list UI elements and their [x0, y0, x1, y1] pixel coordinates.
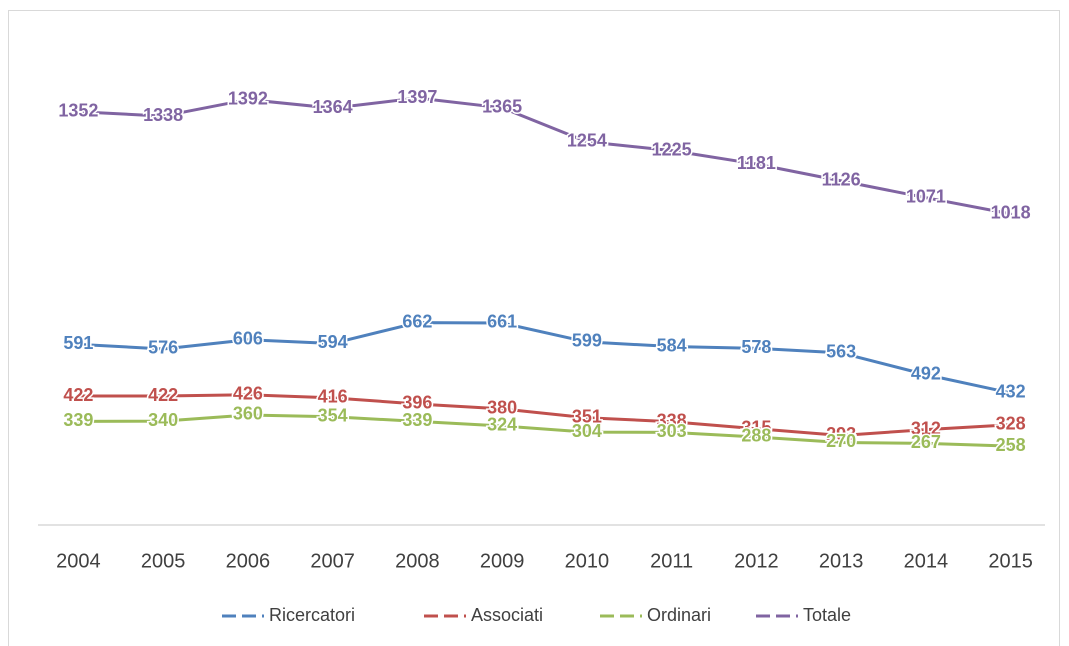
legend-item: Ricercatori: [222, 605, 355, 625]
x-tick-label: 2011: [650, 550, 693, 572]
x-tick-label: 2006: [226, 550, 271, 572]
x-tick-label: 2014: [904, 550, 949, 572]
data-label: 1225: [652, 139, 692, 159]
data-label: 432: [996, 382, 1026, 402]
data-label: 396: [402, 393, 432, 413]
legend-label: Associati: [471, 605, 543, 625]
x-tick-label: 2009: [480, 550, 525, 572]
series-line: [76, 413, 1013, 448]
data-label: 591: [63, 333, 93, 353]
chart-border: [8, 10, 1060, 646]
x-tick-label: 2008: [395, 550, 440, 572]
data-label: 1392: [228, 88, 268, 108]
data-label: 576: [148, 338, 178, 358]
data-label: 661: [487, 312, 517, 332]
data-label: 422: [63, 385, 93, 405]
data-label: 339: [63, 410, 93, 430]
legend-label: Ordinari: [647, 605, 711, 625]
data-label: 662: [402, 311, 432, 331]
legend-label: Totale: [803, 605, 851, 625]
data-label: 492: [911, 363, 941, 383]
data-label: 1364: [313, 97, 353, 117]
data-label: 293: [826, 424, 856, 444]
x-tick-label: 2010: [565, 550, 610, 572]
series-line: [76, 96, 1013, 216]
legend-item: Ordinari: [600, 605, 711, 625]
data-label: 304: [572, 421, 602, 441]
x-tick-label: 2015: [988, 550, 1033, 572]
data-label: 599: [572, 331, 602, 351]
legend-item: Associati: [424, 605, 543, 625]
data-label: 1338: [143, 105, 183, 125]
series-line: [76, 321, 1013, 395]
data-label: 303: [657, 421, 687, 441]
data-label: 584: [657, 335, 687, 355]
data-label: 416: [318, 387, 348, 407]
data-label: 340: [148, 410, 178, 430]
data-label: 351: [572, 406, 602, 426]
data-label: 1018: [991, 203, 1031, 223]
data-label: 1365: [482, 97, 522, 117]
data-label: 339: [402, 410, 432, 430]
data-label: 270: [826, 431, 856, 451]
x-tick-label: 2005: [141, 550, 186, 572]
legend-label: Ricercatori: [269, 605, 355, 625]
x-tick-label: 2004: [56, 550, 101, 572]
data-label: 606: [233, 329, 263, 349]
data-label: 578: [741, 337, 771, 357]
data-label: 324: [487, 415, 517, 435]
data-label: 1397: [397, 87, 437, 107]
legend-item: Totale: [756, 605, 851, 625]
data-label: 1181: [737, 153, 776, 173]
data-label: 426: [233, 384, 263, 404]
data-label: 1126: [822, 170, 861, 190]
x-tick-label: 2012: [734, 550, 779, 572]
data-label: 328: [996, 414, 1026, 434]
data-label: 1071: [906, 186, 946, 206]
data-label: 288: [741, 426, 771, 446]
data-label: 422: [148, 385, 178, 405]
series-line: [76, 393, 1013, 437]
data-label: 315: [741, 417, 771, 437]
data-label: 360: [233, 404, 263, 424]
data-label: 267: [911, 432, 941, 452]
data-label: 354: [318, 406, 348, 426]
data-label: 258: [996, 435, 1026, 455]
data-label: 594: [318, 332, 348, 352]
x-tick-label: 2013: [819, 550, 864, 572]
data-label: 380: [487, 398, 517, 418]
data-label: 563: [826, 342, 856, 362]
x-tick-label: 2007: [310, 550, 355, 572]
data-label: 312: [911, 418, 941, 438]
data-label: 1254: [567, 130, 607, 150]
data-label: 1352: [58, 101, 98, 121]
data-label: 338: [657, 410, 687, 430]
